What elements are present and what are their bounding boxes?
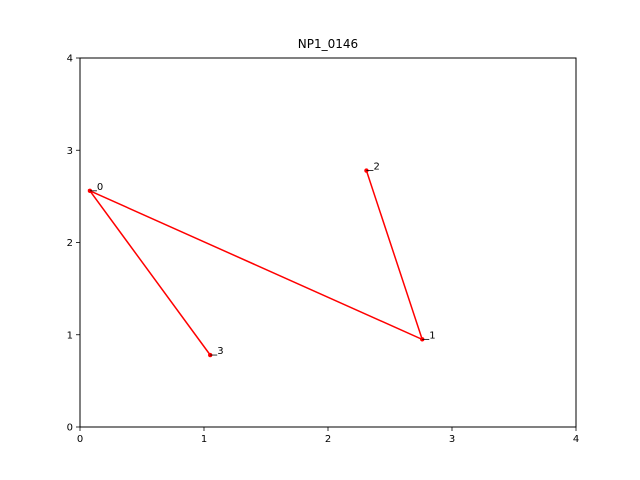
series-line bbox=[87, 170, 424, 356]
x-tick-label: 3 bbox=[449, 434, 455, 445]
plot-area bbox=[79, 57, 577, 428]
point-label: 2 bbox=[373, 162, 379, 173]
x-tick-label: 0 bbox=[77, 434, 83, 445]
chart-title: NP1_0146 bbox=[298, 37, 358, 51]
y-axis: 0 1 2 3 4 bbox=[67, 54, 80, 434]
series-layer: 0 1 2 3 bbox=[87, 162, 436, 358]
x-tick-label: 1 bbox=[201, 434, 207, 445]
x-axis: 0 1 2 3 4 bbox=[77, 427, 579, 445]
y-tick-label: 2 bbox=[67, 238, 73, 249]
y-tick-label: 1 bbox=[67, 330, 73, 341]
x-tick-label: 4 bbox=[573, 434, 579, 445]
point-label: 3 bbox=[217, 346, 223, 357]
x-tick-label: 2 bbox=[325, 434, 331, 445]
point-label: 0 bbox=[97, 182, 103, 193]
y-tick-label: 0 bbox=[67, 423, 73, 434]
y-tick-label: 4 bbox=[67, 54, 73, 65]
y-tick-label: 3 bbox=[67, 146, 73, 157]
point-label: 1 bbox=[429, 330, 435, 341]
